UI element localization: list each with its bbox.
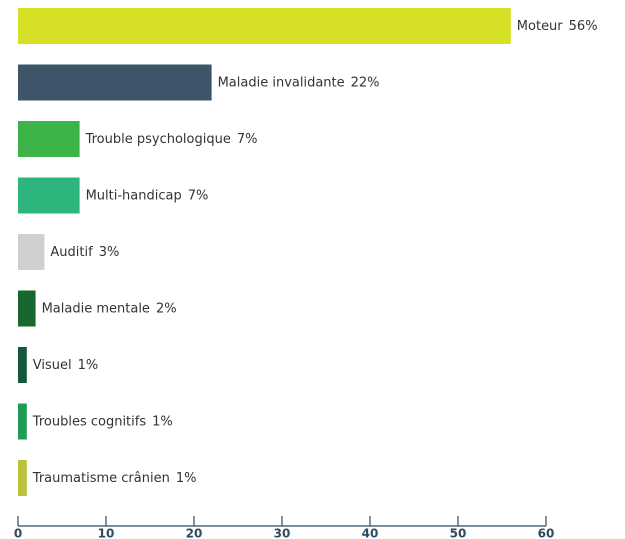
category-label: Maladie invalidante: [218, 75, 345, 90]
x-tick-label: 10: [98, 527, 115, 539]
value-label: 2%: [156, 301, 177, 316]
category-label: Visuel: [33, 358, 72, 373]
category-label: Traumatisme crânien: [32, 471, 170, 486]
bar: [18, 460, 27, 496]
x-tick-label: 50: [450, 527, 467, 539]
x-tick-label: 40: [362, 527, 379, 539]
value-label: 1%: [176, 471, 197, 486]
bar: [18, 64, 212, 101]
bar-label: Troubles cognitifs 1%: [32, 414, 173, 429]
value-label: 22%: [351, 75, 380, 90]
value-label: 56%: [569, 19, 598, 34]
value-label: 3%: [99, 245, 120, 260]
category-label: Auditif: [50, 245, 93, 260]
value-label: 7%: [188, 188, 209, 203]
bar: [18, 121, 80, 157]
bar-label: Visuel 1%: [33, 358, 98, 373]
bar-label: Moteur 56%: [517, 19, 598, 34]
bar-label: Multi-handicap 7%: [86, 188, 209, 203]
category-label: Trouble psychologique: [85, 132, 231, 147]
x-tick-label: 20: [186, 527, 203, 539]
value-label: 1%: [152, 414, 173, 429]
category-label: Multi-handicap: [86, 188, 182, 203]
bar: [18, 234, 45, 270]
bar-label: Auditif 3%: [50, 245, 119, 260]
bar-label: Traumatisme crânien 1%: [32, 471, 197, 486]
x-tick-label: 30: [274, 527, 291, 539]
bar-label: Maladie mentale 2%: [42, 301, 177, 316]
bar: [18, 403, 27, 440]
x-tick-label: 0: [14, 527, 22, 539]
bar-label: Maladie invalidante 22%: [218, 75, 380, 90]
category-label: Moteur: [517, 19, 564, 34]
bar: [18, 347, 27, 383]
category-label: Troubles cognitifs: [32, 414, 147, 429]
value-label: 1%: [78, 358, 99, 373]
bar: [18, 290, 36, 327]
x-tick-label: 60: [538, 527, 555, 539]
bar-label: Trouble psychologique 7%: [85, 132, 258, 147]
category-label: Maladie mentale: [42, 301, 150, 316]
bar: [18, 8, 511, 44]
bar: [18, 177, 80, 214]
value-label: 7%: [237, 132, 258, 147]
